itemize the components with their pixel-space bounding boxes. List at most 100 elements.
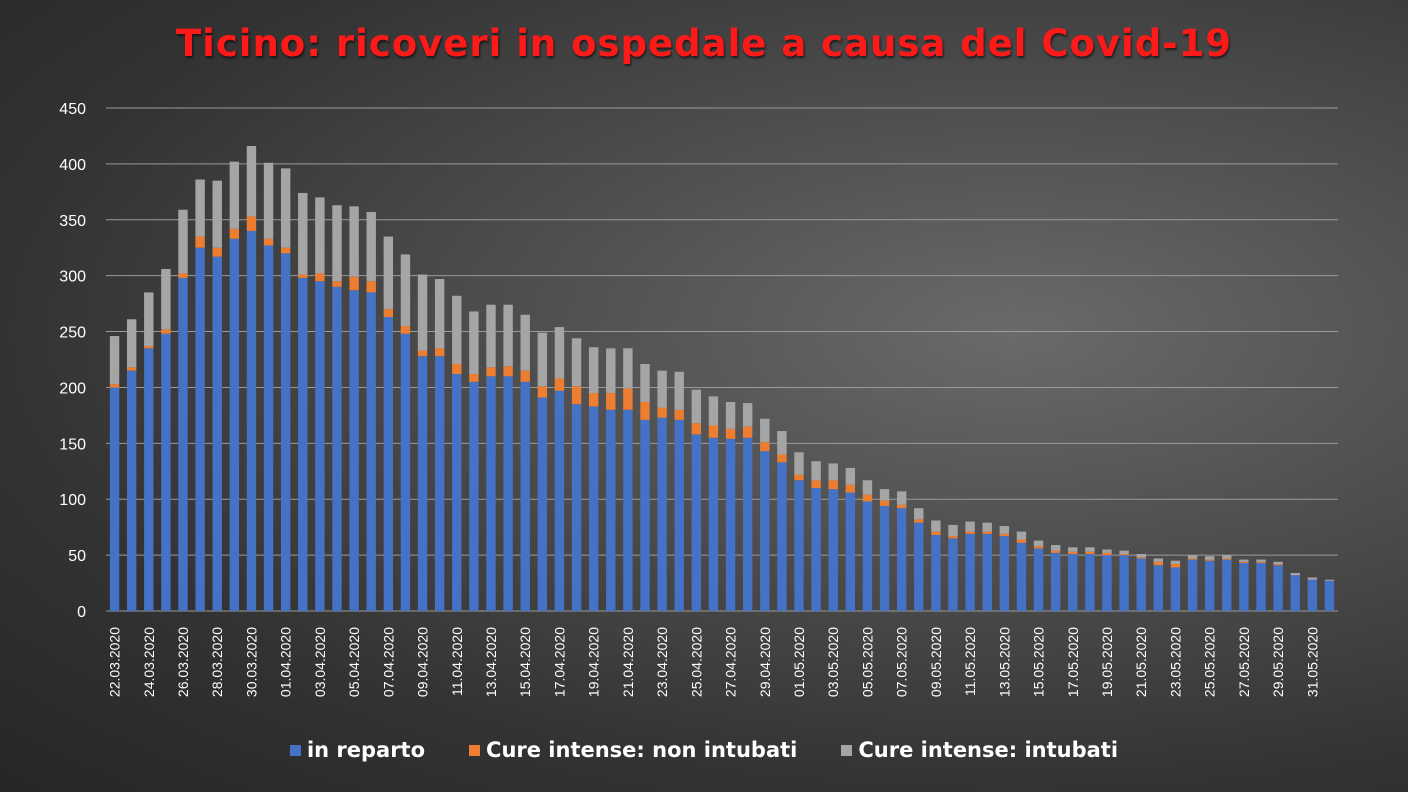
- bar-non-intubati: [623, 388, 633, 410]
- x-tick-label: 23.04.2020: [654, 627, 670, 697]
- bar-non-intubati: [708, 425, 719, 438]
- bar-in-reparto: [126, 370, 137, 611]
- bar-non-intubati: [606, 393, 616, 410]
- bar-non-intubati: [845, 484, 856, 493]
- bar-intubati: [1222, 555, 1232, 559]
- bar-in-reparto: [948, 538, 958, 611]
- bar-intubati: [965, 521, 975, 532]
- bar-non-intubati: [691, 423, 702, 435]
- x-tick-label: 11.05.2020: [962, 627, 978, 696]
- bar-in-reparto: [161, 333, 171, 611]
- bar-in-reparto: [999, 536, 1010, 611]
- bar-intubati: [195, 179, 205, 237]
- bar-intubati: [708, 396, 719, 426]
- bar-intubati: [520, 314, 530, 371]
- bar-intubati: [914, 508, 924, 520]
- bar-intubati: [640, 363, 650, 402]
- legend-label-intubati: Cure intense: intubati: [858, 738, 1119, 762]
- bar-in-reparto: [1153, 565, 1164, 611]
- x-tick-label: 31.05.2020: [1304, 627, 1320, 697]
- y-axis: 0 50 100 150 200 250 300 350 400 450: [59, 101, 86, 621]
- bar-in-reparto: [537, 397, 548, 611]
- bar-non-intubati: [777, 454, 787, 463]
- bar-in-reparto: [811, 488, 821, 611]
- bar-intubati: [1153, 558, 1164, 562]
- bar-non-intubati: [503, 366, 513, 377]
- bar-intubati: [1204, 556, 1215, 560]
- x-tick-label: 09.05.2020: [928, 627, 944, 697]
- bar-intubati: [315, 197, 325, 274]
- bar-in-reparto: [1256, 562, 1266, 611]
- x-tick-label: 30.03.2020: [243, 627, 259, 697]
- x-axis: 22.03.2020 24.03.2020 26.03.2020 28.03.2020…: [107, 627, 1321, 697]
- bar-intubati: [280, 168, 291, 248]
- bar-non-intubati: [178, 273, 188, 278]
- bar-non-intubati: [434, 348, 445, 357]
- x-tick-label: 03.05.2020: [825, 627, 841, 697]
- bar-intubati: [1119, 550, 1129, 554]
- bar-in-reparto: [1050, 552, 1061, 611]
- bar-intubati: [845, 467, 856, 485]
- bar-intubati: [828, 463, 838, 481]
- bar-intubati: [931, 520, 941, 532]
- bar-non-intubati: [315, 273, 325, 282]
- bar-intubati: [1324, 579, 1335, 581]
- bar-in-reparto: [879, 505, 890, 611]
- bar-in-reparto: [554, 390, 565, 611]
- bar-in-reparto: [674, 419, 684, 611]
- bar-intubati: [503, 304, 513, 367]
- bar-intubati: [1307, 577, 1318, 580]
- bar-in-reparto: [1068, 553, 1078, 611]
- bar-in-reparto: [588, 406, 599, 611]
- bar-non-intubati: [811, 480, 821, 489]
- bar-in-reparto: [1324, 580, 1335, 611]
- bar-in-reparto: [1119, 555, 1129, 611]
- x-tick-label: 21.04.2020: [620, 627, 636, 697]
- x-tick-label: 15.04.2020: [517, 627, 533, 697]
- bar-in-reparto: [1016, 542, 1027, 611]
- bar-in-reparto: [144, 348, 154, 611]
- bar-non-intubati: [1204, 559, 1215, 561]
- bar-in-reparto: [777, 462, 787, 611]
- x-tick-label: 25.04.2020: [688, 627, 704, 697]
- legend-item-in-reparto: in reparto: [289, 738, 426, 762]
- legend-label-in-reparto: in reparto: [306, 738, 426, 762]
- x-tick-label: 19.04.2020: [586, 627, 602, 697]
- bar-intubati: [1016, 531, 1027, 540]
- bar-non-intubati: [948, 536, 958, 539]
- bar-intubati: [999, 526, 1010, 534]
- bar-intubati: [1136, 553, 1146, 558]
- bar-non-intubati: [1136, 557, 1146, 559]
- bar-non-intubati: [349, 276, 359, 291]
- bar-in-reparto: [520, 381, 530, 611]
- bar-in-reparto: [400, 333, 411, 611]
- bar-intubati: [144, 292, 154, 347]
- bar-in-reparto: [965, 533, 975, 611]
- y-tick-label: 150: [59, 436, 86, 453]
- bar-in-reparto: [178, 277, 188, 611]
- bar-non-intubati: [1187, 558, 1198, 560]
- bar-non-intubati: [965, 531, 975, 534]
- bar-in-reparto: [1273, 565, 1283, 611]
- bar-non-intubati: [742, 426, 753, 438]
- bar-in-reparto: [246, 230, 257, 611]
- bar-intubati: [1033, 540, 1044, 547]
- bar-non-intubati: [896, 504, 907, 509]
- bar-intubati: [657, 370, 667, 408]
- bar-in-reparto: [366, 292, 376, 611]
- bar-intubati: [1102, 549, 1112, 553]
- x-tick-label: 03.04.2020: [312, 627, 328, 697]
- bar-intubati: [161, 268, 171, 330]
- x-tick-label: 09.04.2020: [415, 627, 431, 697]
- bar-in-reparto: [1239, 562, 1249, 611]
- bar-intubati: [452, 295, 462, 364]
- bar-non-intubati: [657, 407, 667, 418]
- bar-non-intubati: [246, 216, 257, 231]
- bar-intubati: [725, 401, 736, 429]
- bar-non-intubati: [1273, 564, 1283, 566]
- bars: [109, 146, 1335, 612]
- bar-in-reparto: [982, 533, 992, 611]
- bar-intubati: [212, 180, 222, 248]
- bar-in-reparto: [280, 253, 291, 611]
- bar-in-reparto: [1085, 553, 1095, 611]
